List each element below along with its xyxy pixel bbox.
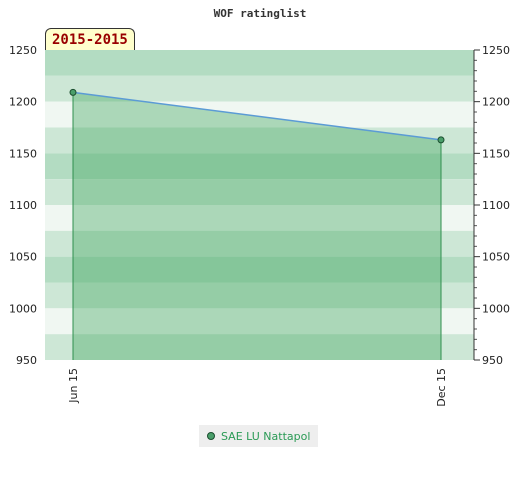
y-tick-label-right: 1000	[482, 302, 510, 315]
grid-band	[45, 334, 474, 360]
y-tick-label-left: 1100	[9, 199, 37, 212]
y-tick-label-left: 1250	[9, 44, 37, 57]
grid-band	[45, 127, 474, 154]
y-tick-label-left: 1150	[9, 147, 37, 160]
y-tick-label-right: 1050	[482, 251, 510, 264]
grid-band	[45, 308, 474, 335]
background-bands	[45, 50, 474, 360]
axes: 950 950 1000 1000 1050 1050 1100 1100 1150 1150 12…	[9, 44, 510, 407]
grid-band	[45, 101, 474, 128]
period-badge: 2015-2015	[45, 28, 135, 50]
series-line	[72, 91, 442, 141]
y-tick-label-right: 1100	[482, 199, 510, 212]
legend-marker-icon	[207, 432, 215, 440]
data-point	[69, 88, 77, 96]
grid-band	[45, 282, 474, 309]
y-tick-label-left: 950	[16, 354, 37, 367]
grid-band	[45, 153, 474, 180]
grid-band	[45, 256, 474, 283]
grid-band	[45, 205, 474, 231]
series-area	[73, 92, 441, 360]
data-point	[437, 136, 445, 144]
data-marks	[69, 88, 445, 144]
chart-title: WOF ratinglist	[214, 7, 307, 20]
y-tick-label-left: 1050	[9, 251, 37, 264]
legend-label: SAE LU Nattapol	[221, 429, 311, 443]
x-tick-label: Dec 15	[435, 368, 448, 407]
area-layer	[72, 92, 442, 360]
y-tick-label-right: 1250	[482, 44, 510, 57]
grid-band	[45, 179, 474, 205]
y-tick-label-right: 1150	[482, 147, 510, 160]
grid-band	[45, 230, 474, 257]
grid-band	[45, 50, 474, 76]
y-tick-label-right: 1200	[482, 96, 510, 109]
y-tick-label-left: 1000	[9, 302, 37, 315]
y-tick-label-left: 1200	[9, 96, 37, 109]
legend[interactable]: SAE LU Nattapol	[199, 425, 319, 447]
x-tick-label: Jun 15	[67, 368, 80, 404]
y-tick-label-right: 950	[482, 354, 503, 367]
